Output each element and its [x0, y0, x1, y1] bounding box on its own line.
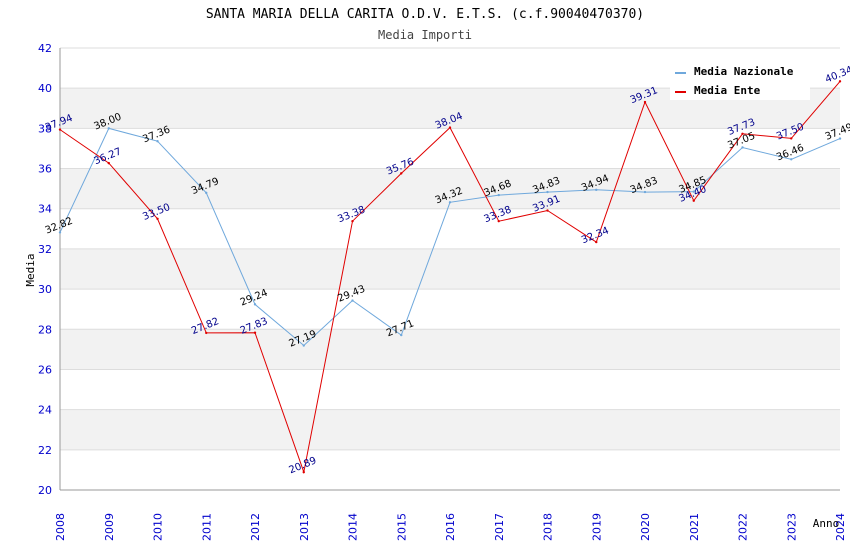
data-point	[351, 219, 354, 223]
y-tick-label: 28	[38, 323, 52, 336]
legend-label-nazionale: Media Nazionale	[694, 65, 794, 78]
x-tick-label: 2021	[688, 513, 701, 541]
x-tick-label: 2016	[444, 513, 457, 541]
data-point	[253, 331, 257, 334]
grid-band	[60, 449, 840, 490]
grid-band	[60, 128, 840, 169]
data-point	[546, 190, 549, 194]
data-point	[643, 190, 647, 194]
y-tick-label: 36	[38, 163, 52, 176]
data-point	[351, 299, 354, 302]
data-point	[595, 240, 598, 244]
data-point	[58, 128, 62, 131]
chart-title: SANTA MARIA DELLA CARITA O.D.V. E.T.S. (…	[206, 7, 644, 22]
data-point	[205, 331, 208, 335]
x-tick-label: 2022	[737, 513, 750, 541]
legend-label-ente: Media Ente	[694, 84, 761, 97]
y-tick-label: 20	[38, 484, 52, 497]
grid-band	[60, 329, 840, 370]
y-tick-label: 32	[38, 243, 52, 256]
y-tick-label: 26	[38, 363, 52, 376]
x-tick-label: 2008	[54, 513, 67, 541]
x-tick-label: 2009	[103, 513, 116, 541]
x-tick-label: 2011	[200, 513, 213, 541]
grid-band	[60, 208, 840, 249]
x-tick-label: 2010	[152, 513, 165, 541]
x-tick-label: 2018	[542, 513, 555, 541]
x-tick-label: 2015	[395, 513, 408, 541]
data-point	[741, 132, 744, 135]
grid-band	[60, 289, 840, 330]
x-axis-ticks: 2008 2009 2010 2011 2012 2013 2014 2015 2016 2017…	[54, 513, 847, 541]
data-point	[546, 209, 549, 212]
data-point	[156, 140, 159, 143]
y-tick-label: 40	[38, 82, 52, 95]
data-point	[595, 188, 598, 192]
y-axis-title: Media	[24, 253, 37, 286]
data-point	[448, 201, 452, 204]
data-point	[643, 100, 647, 104]
data-point	[400, 333, 403, 337]
data-point	[838, 80, 842, 83]
legend: Media Nazionale Media Ente	[670, 60, 810, 100]
y-axis-ticks: 20 22 24 26 28 30 32 34 36 38 40 42	[38, 42, 52, 497]
y-tick-label: 34	[38, 203, 52, 216]
data-point	[692, 199, 695, 202]
data-point	[302, 470, 305, 474]
x-tick-label: 2024	[834, 513, 847, 541]
data-point	[741, 146, 744, 149]
data-point	[448, 126, 452, 129]
x-tick-label: 2017	[493, 513, 506, 541]
data-point	[107, 127, 110, 130]
x-tick-label: 2020	[639, 513, 652, 541]
grid-band	[60, 248, 840, 290]
y-tick-label: 42	[38, 42, 52, 55]
x-axis-title: Anno	[813, 517, 840, 530]
chart-subtitle: Media Importi	[378, 28, 472, 42]
grid-band	[60, 369, 840, 410]
data-point	[205, 191, 208, 195]
data-point	[156, 217, 159, 220]
y-tick-label: 22	[38, 444, 52, 457]
data-point	[58, 231, 62, 234]
x-tick-label: 2012	[249, 513, 262, 541]
data-point	[497, 219, 500, 223]
data-point	[302, 344, 305, 347]
x-tick-label: 2014	[347, 513, 360, 541]
grid-band	[60, 409, 840, 450]
y-tick-label: 30	[38, 283, 52, 296]
data-point	[838, 137, 842, 140]
y-tick-label: 38	[38, 122, 52, 135]
data-point	[790, 158, 793, 161]
data-point	[497, 193, 500, 197]
legend-box	[670, 60, 810, 100]
series-group	[58, 80, 842, 475]
data-point	[400, 172, 403, 175]
y-tick-label: 24	[38, 404, 52, 417]
data-point	[790, 137, 793, 140]
data-point	[107, 161, 110, 165]
x-tick-label: 2019	[590, 513, 603, 541]
data-point	[692, 190, 695, 193]
data-point	[253, 303, 257, 306]
x-tick-label: 2013	[298, 513, 311, 541]
x-tick-label: 2023	[785, 513, 798, 541]
